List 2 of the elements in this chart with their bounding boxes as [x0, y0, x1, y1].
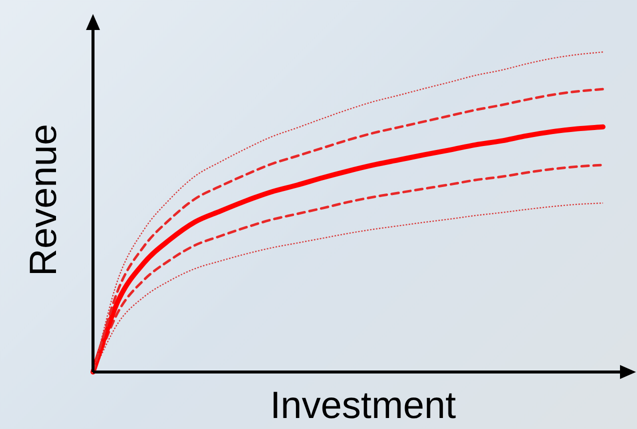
y-axis-title: Revenue: [22, 124, 66, 276]
x-axis-title: Investment: [269, 384, 457, 428]
